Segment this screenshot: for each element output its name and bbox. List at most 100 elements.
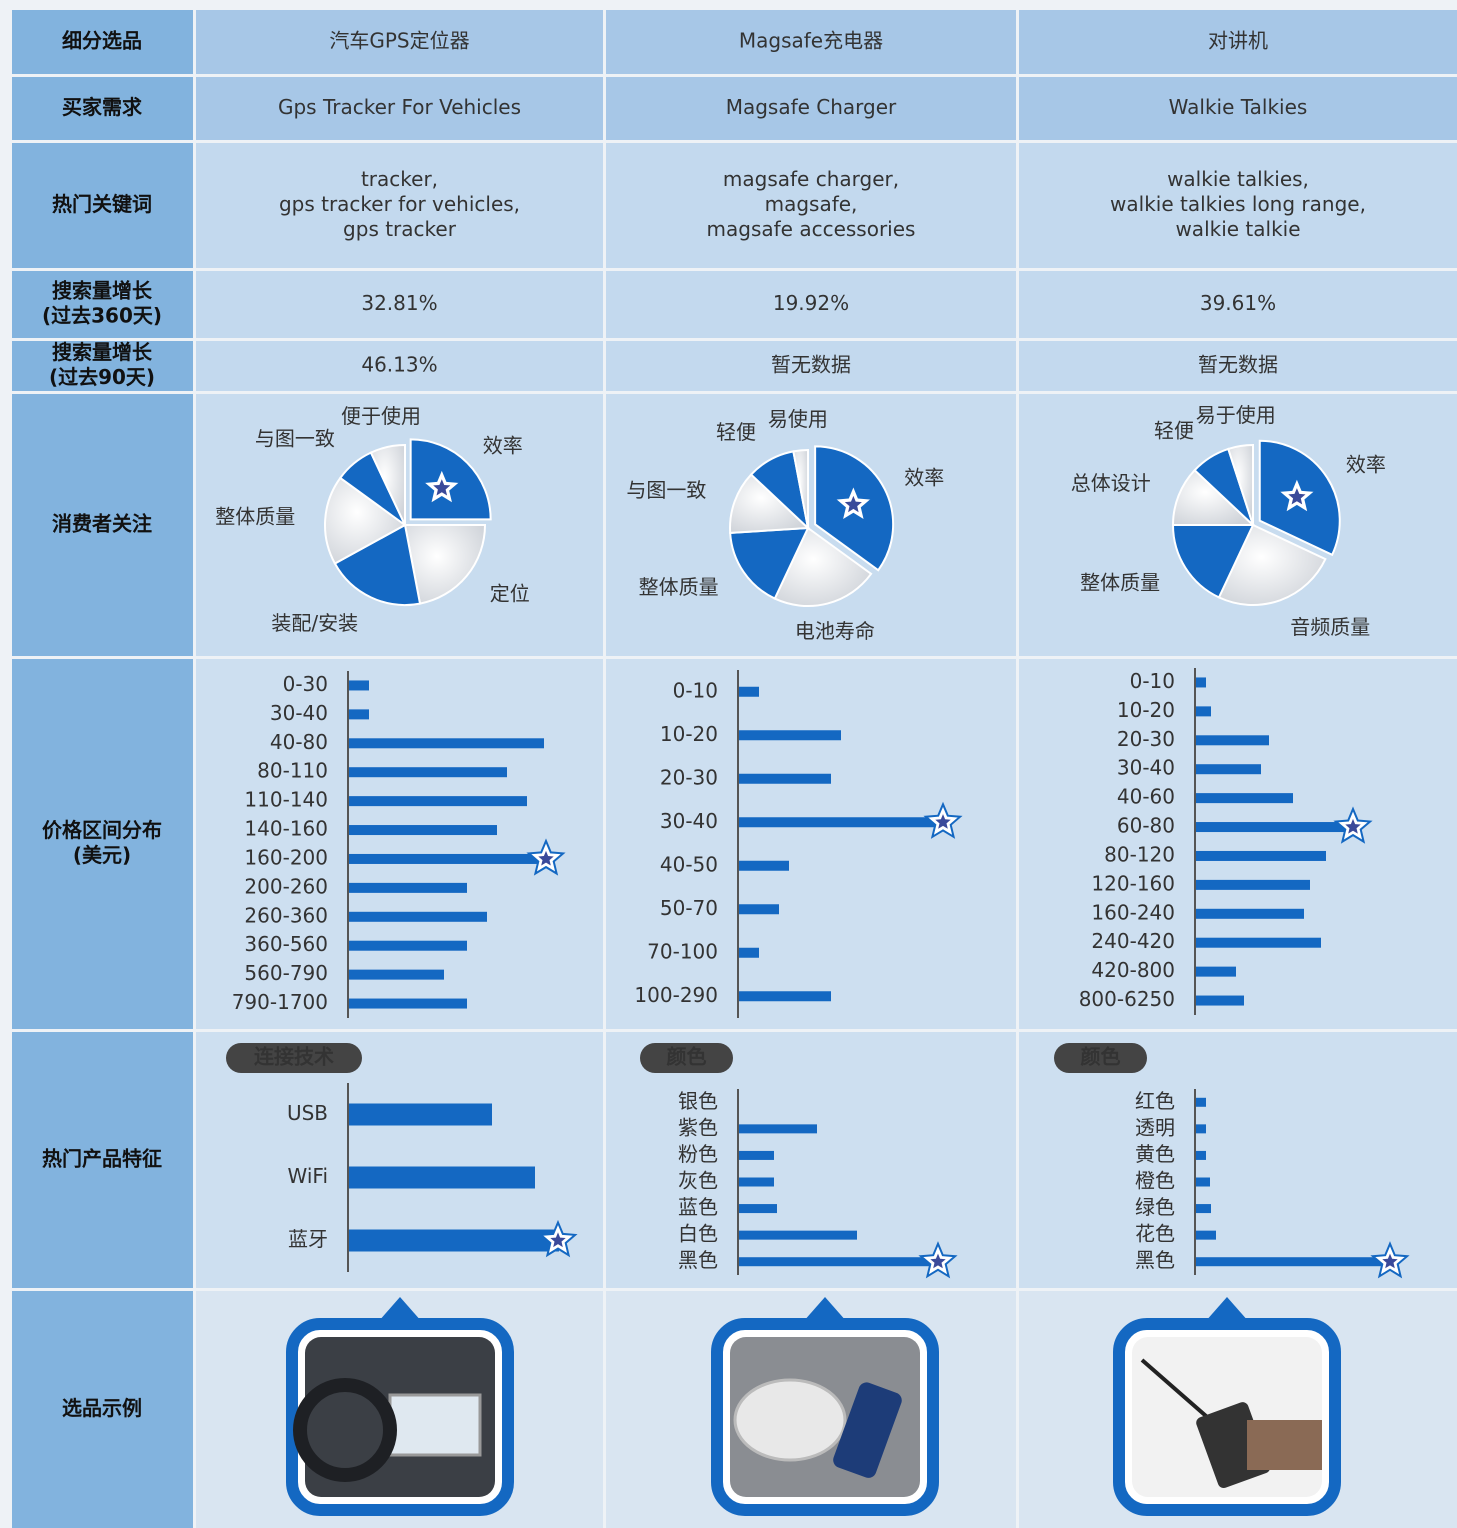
bar <box>739 817 944 828</box>
bar <box>1196 850 1326 861</box>
feature-title: 颜色 <box>667 1045 707 1069</box>
pie-slice <box>369 443 406 526</box>
bar <box>739 1150 774 1160</box>
keyword: magsafe accessories <box>707 217 916 241</box>
category-label: 110-140 <box>244 788 328 812</box>
bar <box>739 1230 857 1240</box>
pie-label: 便于使用 <box>341 404 421 428</box>
category-label: 粉色 <box>678 1142 718 1166</box>
star-core <box>1288 488 1306 505</box>
category-label: 80-120 <box>1104 842 1175 866</box>
pie-slice <box>792 448 809 529</box>
pie-slice <box>324 476 407 565</box>
category-label: 30-40 <box>1117 756 1175 780</box>
cell <box>606 77 1016 140</box>
bar <box>739 1177 774 1187</box>
frame-pointer <box>378 1297 422 1322</box>
row-header: (过去90天) <box>49 365 155 389</box>
feature-title: 颜色 <box>1081 1045 1121 1069</box>
pie-slice <box>1171 524 1255 599</box>
category-label: 透明 <box>1135 1115 1175 1139</box>
keyword: gps tracker <box>343 217 457 241</box>
growth-90: 暂无数据 <box>1198 353 1278 377</box>
bar <box>1196 1124 1206 1134</box>
category-label: 160-200 <box>244 845 328 869</box>
bar <box>349 680 369 691</box>
bar <box>1196 706 1211 717</box>
cell <box>12 1032 193 1288</box>
category-label: 420-800 <box>1091 958 1175 982</box>
growth-360: 39.61% <box>1200 291 1276 315</box>
pie-label: 装配/安装 <box>271 611 358 635</box>
bar <box>739 1204 777 1214</box>
bar <box>1196 1177 1210 1187</box>
category-label: 100-290 <box>634 983 718 1007</box>
growth-90: 暂无数据 <box>771 353 851 377</box>
category-label: WiFi <box>288 1164 329 1188</box>
star-core <box>935 814 951 829</box>
pie-slice <box>1227 443 1254 526</box>
photo-hand <box>1247 1420 1322 1470</box>
cell <box>606 1032 1016 1288</box>
pie-slice <box>729 526 810 600</box>
cell <box>12 271 193 338</box>
category-label: 120-160 <box>1091 871 1175 895</box>
category-label: 绿色 <box>1135 1195 1175 1219</box>
cell <box>606 394 1016 656</box>
pie-label: 电池寿命 <box>795 619 875 643</box>
category-label: 蓝牙 <box>288 1227 328 1251</box>
cell <box>12 394 193 656</box>
pie-label: 整体质量 <box>639 575 719 599</box>
cell <box>606 143 1016 268</box>
star-core <box>538 850 554 866</box>
column-name: 汽车GPS定位器 <box>329 29 469 53</box>
category-label: 30-40 <box>660 809 718 833</box>
row-header: 热门产品特征 <box>42 1147 162 1171</box>
pie-label: 易使用 <box>768 407 828 431</box>
bar <box>739 860 789 871</box>
category-label: 蓝色 <box>678 1195 718 1219</box>
category-label: 10-20 <box>660 722 718 746</box>
feature-pill <box>226 1043 362 1073</box>
cell <box>196 10 603 74</box>
photo-charger <box>733 1378 847 1462</box>
frame-pointer <box>1205 1297 1249 1322</box>
star-core <box>844 495 862 513</box>
category-label: 140-160 <box>244 817 328 841</box>
bar <box>349 940 467 951</box>
bar <box>1196 1230 1216 1240</box>
star-core <box>930 1253 946 1269</box>
category-label: 0-30 <box>283 672 328 696</box>
pie-label: 总体设计 <box>1071 471 1151 495</box>
category-label: 灰色 <box>678 1169 718 1193</box>
category-label: 黄色 <box>1135 1142 1175 1166</box>
pie-label: 音频质量 <box>1290 615 1370 639</box>
category-label: 20-30 <box>660 765 718 789</box>
bar <box>1196 908 1304 919</box>
keyword: magsafe charger, <box>723 167 899 191</box>
pie-label: 与图一致 <box>626 478 706 502</box>
bar <box>349 796 527 807</box>
row-header: 选品示例 <box>62 1396 142 1420</box>
bar <box>739 1124 817 1134</box>
column-name: Magsafe充电器 <box>739 29 883 53</box>
bar <box>739 1257 939 1267</box>
bar <box>349 969 444 980</box>
cell <box>196 143 603 268</box>
bar <box>349 911 487 922</box>
category-label: 20-30 <box>1117 727 1175 751</box>
bar <box>1196 1097 1206 1107</box>
pie-slice <box>333 523 422 606</box>
bar <box>1196 764 1261 775</box>
row-header: 消费者关注 <box>52 512 152 536</box>
category-label: 70-100 <box>647 939 718 963</box>
bar <box>1196 1150 1206 1160</box>
category-label: 60-80 <box>1117 814 1175 838</box>
bar <box>739 730 841 741</box>
demand: Gps Tracker For Vehicles <box>278 95 521 119</box>
category-label: 0-10 <box>673 678 718 702</box>
category-label: 40-60 <box>1117 785 1175 809</box>
cell <box>196 659 603 1029</box>
cell <box>12 1291 193 1528</box>
